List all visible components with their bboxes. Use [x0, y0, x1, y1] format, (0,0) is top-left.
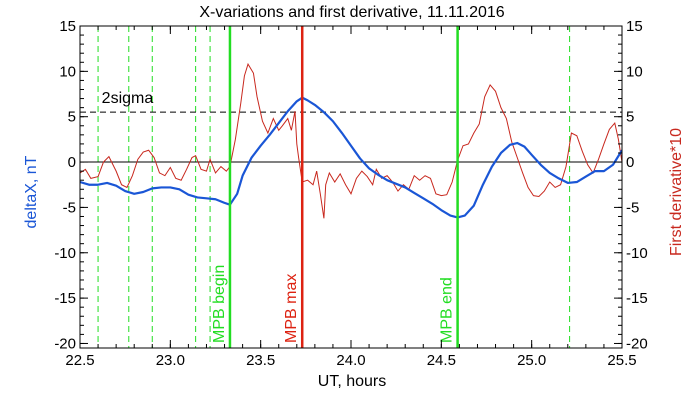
deltax-series-line: [80, 96, 622, 219]
plot-area: 2sigma MPB begin MPB max MPB end 22.5 23.0 23.…: [54, 18, 647, 369]
y-axis-label-left: deltaX, nT: [23, 155, 40, 228]
derivative-series-line: [80, 62, 622, 219]
mpb-begin-label: MPB begin: [211, 265, 228, 343]
y-tick-label-right-6: -15: [626, 290, 648, 307]
mpb-max-label: MPB max: [283, 274, 300, 343]
y-tick-label-right-0: 15: [626, 18, 643, 35]
y-tick-label-right-1: 10: [626, 63, 643, 80]
y-axis-label-right: First derivative*10: [668, 128, 685, 256]
x-tick-label-2: 23.5: [246, 352, 275, 369]
y-tick-label-left-1: 10: [59, 63, 76, 80]
x-tick-label-6: 25.5: [607, 352, 636, 369]
x-tick-label-1: 23.0: [156, 352, 185, 369]
mpb-end-label: MPB end: [439, 277, 456, 343]
y-tick-label-left-3: 0: [68, 154, 76, 171]
y-tick-label-left-7: -20: [54, 335, 76, 352]
y-tick-label-left-0: 15: [59, 18, 76, 35]
x-tick-label-4: 24.5: [427, 352, 456, 369]
y-tick-label-left-6: -15: [54, 290, 76, 307]
chart-title: X-variations and first derivative, 11.11…: [199, 4, 504, 21]
y-tick-label-right-2: 5: [626, 109, 634, 126]
y-tick-label-left-4: -5: [63, 199, 76, 216]
x-axis-label: UT, hours: [318, 373, 386, 390]
threshold-label: 2sigma: [102, 90, 154, 107]
y-tick-label-left-5: -10: [54, 245, 76, 262]
x-tick-label-3: 24.0: [336, 352, 365, 369]
y-tick-label-right-7: -20: [626, 335, 648, 352]
y-tick-label-right-5: -10: [626, 245, 648, 262]
y-tick-label-right-3: 0: [626, 154, 634, 171]
x-tick-label-0: 22.5: [65, 352, 94, 369]
y-tick-label-left-2: 5: [68, 109, 76, 126]
x-tick-label-5: 25.0: [517, 352, 546, 369]
y-tick-label-right-4: -5: [626, 199, 639, 216]
